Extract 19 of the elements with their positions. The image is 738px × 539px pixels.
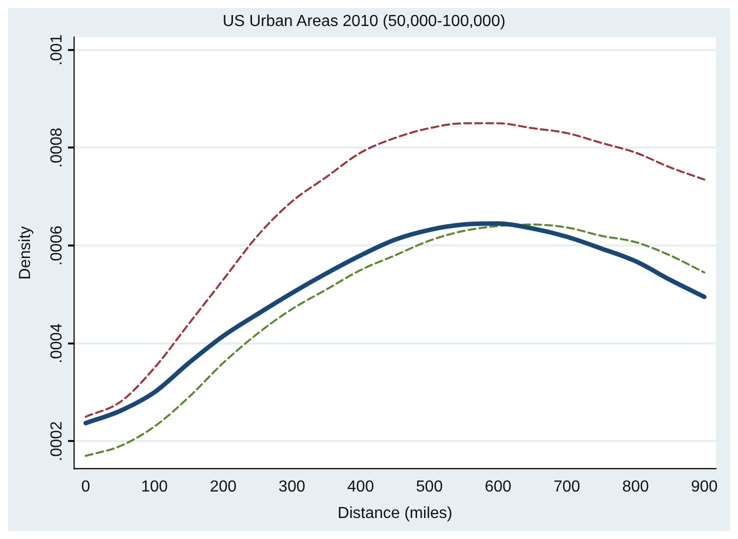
x-tick-label: 600 — [484, 478, 512, 496]
y-tick-label: .0002 — [48, 421, 66, 462]
x-tick-label: 200 — [210, 478, 237, 496]
x-tick-label: 0 — [81, 478, 90, 496]
line-series — [84, 122, 706, 418]
y-axis-title: Density — [17, 226, 34, 280]
x-tick-label: 500 — [416, 478, 443, 496]
y-tick-label: .0006 — [48, 225, 66, 266]
x-axis-title: Distance (miles) — [338, 504, 452, 522]
x-tick-label: 100 — [141, 478, 168, 496]
chart-title: US Urban Areas 2010 (50,000-100,000) — [222, 13, 506, 30]
x-tick-label: 400 — [347, 478, 374, 496]
x-tick-label: 900 — [690, 478, 718, 496]
x-tick-label: 300 — [278, 478, 306, 496]
x-tick-label: 700 — [553, 478, 580, 496]
y-tick-label: .0008 — [48, 128, 66, 168]
y-tick-label: .0004 — [48, 323, 66, 364]
y-tick-label: .001 — [48, 34, 66, 66]
x-tick-label: 800 — [622, 478, 650, 496]
